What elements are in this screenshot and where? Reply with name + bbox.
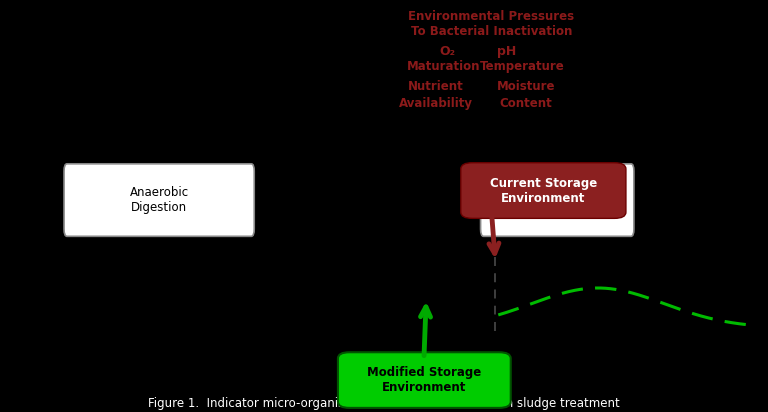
Text: Nutrient
Availability: Nutrient Availability [399,80,472,110]
Text: To Bacterial Inactivation: To Bacterial Inactivation [411,25,572,38]
Text: O₂: O₂ [439,45,455,59]
Text: Current Storage
Environment: Current Storage Environment [490,177,597,204]
FancyBboxPatch shape [481,164,634,236]
Text: Environmental Pressures: Environmental Pressures [409,10,574,23]
FancyBboxPatch shape [338,352,511,408]
Text: Figure 1.  Indicator micro-organism concentration transient in sludge treatment: Figure 1. Indicator micro-organism conce… [148,397,620,410]
Text: Anaerobic
Digestion: Anaerobic Digestion [130,186,189,214]
Text: Biosolids
Storage: Biosolids Storage [531,186,584,214]
FancyBboxPatch shape [461,163,626,218]
FancyBboxPatch shape [64,164,254,236]
Text: Maturation: Maturation [406,60,480,73]
Text: Moisture
Content: Moisture Content [497,80,555,110]
Text: Modified Storage
Environment: Modified Storage Environment [367,366,482,394]
Text: Temperature: Temperature [480,60,564,73]
Text: pH: pH [497,45,517,59]
